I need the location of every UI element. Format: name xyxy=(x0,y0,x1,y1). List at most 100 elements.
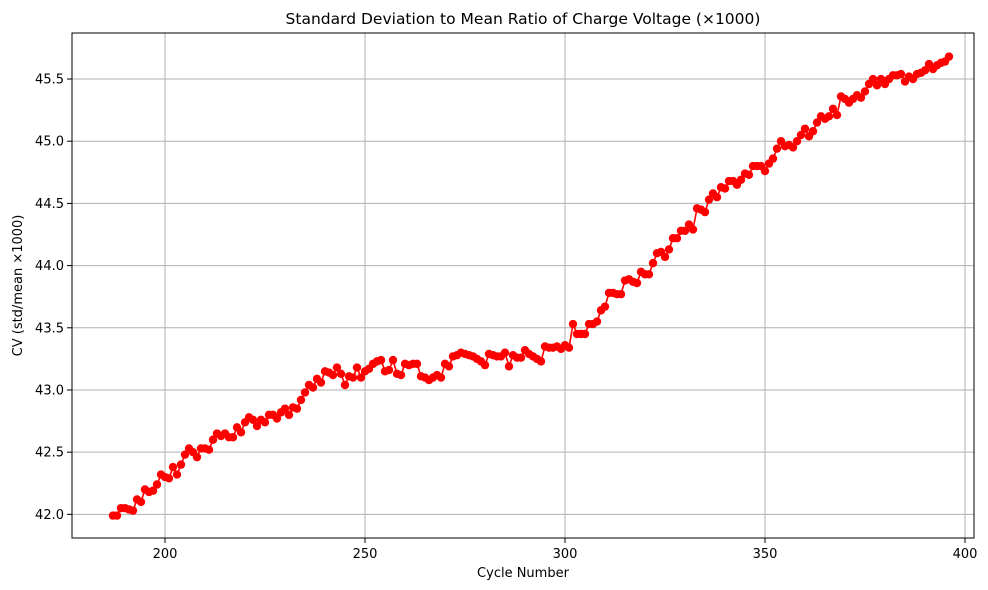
data-point xyxy=(236,428,246,437)
y-axis-label: CV (std/mean ×1000) xyxy=(11,215,26,357)
data-point xyxy=(352,363,362,372)
y-tick-label: 45.5 xyxy=(35,73,64,88)
data-point xyxy=(296,395,306,405)
data-point xyxy=(564,343,574,352)
data-point xyxy=(568,319,578,329)
data-point xyxy=(832,110,842,120)
data-point xyxy=(616,290,626,299)
data-point xyxy=(348,373,358,382)
data-point xyxy=(208,435,218,444)
data-point xyxy=(632,278,642,288)
data-point xyxy=(856,93,866,102)
data-point xyxy=(384,365,394,375)
data-point xyxy=(688,225,698,234)
data-point xyxy=(720,184,730,193)
data-point xyxy=(204,445,214,454)
data-point xyxy=(824,112,834,121)
data-point xyxy=(388,355,398,365)
data-point xyxy=(412,359,422,369)
data-point xyxy=(788,143,798,152)
data-point xyxy=(176,460,186,469)
y-tick-label: 43.0 xyxy=(35,383,64,398)
data-point xyxy=(284,410,294,420)
x-tick-label: 300 xyxy=(553,547,578,562)
x-axis-label: Cycle Number xyxy=(477,566,570,581)
data-point xyxy=(592,317,602,326)
data-point xyxy=(356,373,366,382)
data-point xyxy=(308,383,318,392)
y-tick-label: 44.5 xyxy=(35,197,64,212)
data-point xyxy=(112,511,122,520)
data-point xyxy=(192,452,202,462)
data-point xyxy=(536,357,546,366)
data-point xyxy=(500,348,510,357)
data-point xyxy=(504,362,514,371)
data-point xyxy=(168,462,178,472)
data-point xyxy=(920,66,930,75)
data-point xyxy=(340,380,350,390)
data-point xyxy=(812,118,822,127)
data-point xyxy=(744,170,754,179)
data-point xyxy=(248,415,258,425)
data-point xyxy=(772,144,782,153)
data-point xyxy=(600,302,610,311)
data-point xyxy=(292,404,302,413)
series-line xyxy=(113,56,950,517)
data-point xyxy=(648,258,658,268)
data-point xyxy=(664,245,674,254)
data-point xyxy=(704,195,714,204)
data-point xyxy=(644,270,654,279)
data-point xyxy=(300,388,310,397)
y-tick-label: 42.5 xyxy=(35,446,64,461)
data-point xyxy=(152,480,162,489)
data-point xyxy=(328,370,338,380)
grid xyxy=(72,33,974,538)
x-tick-label: 400 xyxy=(953,547,978,562)
data-point xyxy=(252,421,262,431)
x-tick-label: 350 xyxy=(753,547,778,562)
data-point xyxy=(580,329,590,339)
data-point xyxy=(444,362,454,371)
series-cv xyxy=(108,52,954,520)
data-point xyxy=(280,404,290,413)
x-axis-ticks: 200 250 300 350 400 xyxy=(153,538,978,562)
data-point xyxy=(396,370,406,380)
data-point xyxy=(872,81,882,90)
data-point xyxy=(672,234,682,243)
data-point xyxy=(260,418,270,427)
x-tick-label: 250 xyxy=(353,547,378,562)
data-point xyxy=(336,369,346,379)
data-point xyxy=(172,470,182,479)
data-point xyxy=(436,373,446,382)
chart-title: Standard Deviation to Mean Ratio of Char… xyxy=(286,10,761,28)
data-point xyxy=(700,207,710,217)
data-point xyxy=(680,226,690,235)
data-point xyxy=(768,154,778,163)
data-point xyxy=(128,506,138,515)
data-point xyxy=(228,433,238,442)
data-point xyxy=(944,52,954,61)
data-point xyxy=(660,252,670,262)
x-tick-label: 200 xyxy=(153,547,178,562)
data-point xyxy=(376,355,386,365)
data-point xyxy=(736,175,746,184)
data-point xyxy=(480,360,490,370)
data-point xyxy=(860,87,870,96)
data-point xyxy=(136,497,146,507)
y-axis-ticks: 42.0 42.5 43.0 43.5 44.0 44.5 45.0 45.5 xyxy=(35,73,72,523)
plot-frame xyxy=(71,32,975,539)
data-point xyxy=(800,124,810,133)
y-tick-label: 44.0 xyxy=(35,259,64,274)
data-point xyxy=(712,192,722,202)
data-point xyxy=(808,127,818,136)
data-point xyxy=(828,104,838,114)
data-point xyxy=(316,378,326,387)
data-point xyxy=(164,474,174,483)
y-tick-label: 45.0 xyxy=(35,135,64,150)
data-point xyxy=(148,486,158,495)
y-tick-label: 42.0 xyxy=(35,508,64,523)
data-point xyxy=(868,74,878,84)
y-tick-label: 43.5 xyxy=(35,321,64,336)
